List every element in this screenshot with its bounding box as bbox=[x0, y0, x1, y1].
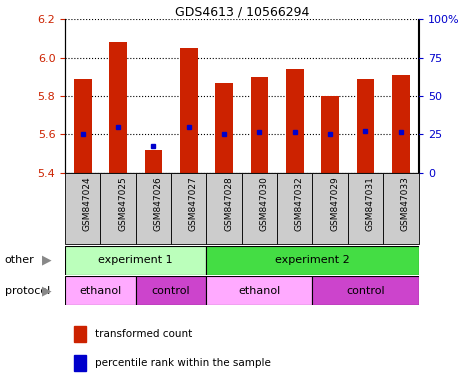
Text: GSM847027: GSM847027 bbox=[189, 176, 198, 231]
Bar bbox=[348, 173, 383, 244]
Bar bbox=[312, 173, 348, 244]
Bar bbox=[321, 96, 339, 173]
Bar bbox=[109, 42, 127, 173]
Text: ethanol: ethanol bbox=[80, 286, 121, 296]
Text: control: control bbox=[152, 286, 191, 296]
Bar bbox=[206, 276, 312, 305]
Bar bbox=[145, 150, 162, 173]
Text: GSM847028: GSM847028 bbox=[224, 176, 233, 231]
Text: GSM847024: GSM847024 bbox=[83, 176, 92, 231]
Text: GSM847029: GSM847029 bbox=[330, 176, 339, 231]
Bar bbox=[357, 79, 374, 173]
Bar bbox=[251, 77, 268, 173]
Title: GDS4613 / 10566294: GDS4613 / 10566294 bbox=[175, 5, 309, 18]
Bar bbox=[136, 173, 171, 244]
Bar bbox=[65, 276, 136, 305]
Text: ethanol: ethanol bbox=[239, 286, 280, 296]
Bar bbox=[171, 173, 206, 244]
Bar bbox=[312, 276, 418, 305]
Bar bbox=[286, 69, 304, 173]
Text: GSM847030: GSM847030 bbox=[259, 176, 268, 231]
Bar bbox=[180, 48, 198, 173]
Bar bbox=[74, 79, 92, 173]
Bar bbox=[383, 173, 418, 244]
Bar bbox=[242, 173, 277, 244]
Text: other: other bbox=[5, 255, 34, 265]
Bar bbox=[136, 276, 206, 305]
Bar bbox=[277, 173, 312, 244]
Text: experiment 2: experiment 2 bbox=[275, 255, 350, 265]
Text: protocol: protocol bbox=[5, 286, 50, 296]
Text: GSM847032: GSM847032 bbox=[295, 176, 304, 231]
Bar bbox=[100, 173, 136, 244]
Text: percentile rank within the sample: percentile rank within the sample bbox=[95, 358, 271, 368]
Bar bbox=[65, 246, 206, 275]
Text: GSM847033: GSM847033 bbox=[401, 176, 410, 231]
Text: ▶: ▶ bbox=[42, 253, 51, 266]
Text: experiment 1: experiment 1 bbox=[99, 255, 173, 265]
Bar bbox=[206, 173, 242, 244]
Text: transformed count: transformed count bbox=[95, 329, 193, 339]
Bar bbox=[392, 75, 410, 173]
Text: ▶: ▶ bbox=[42, 284, 51, 297]
Bar bbox=[206, 246, 418, 275]
Bar bbox=[65, 173, 100, 244]
Text: control: control bbox=[346, 286, 385, 296]
Text: GSM847031: GSM847031 bbox=[365, 176, 374, 231]
Bar bbox=[215, 83, 233, 173]
Text: GSM847025: GSM847025 bbox=[118, 176, 127, 231]
Text: GSM847026: GSM847026 bbox=[153, 176, 162, 231]
